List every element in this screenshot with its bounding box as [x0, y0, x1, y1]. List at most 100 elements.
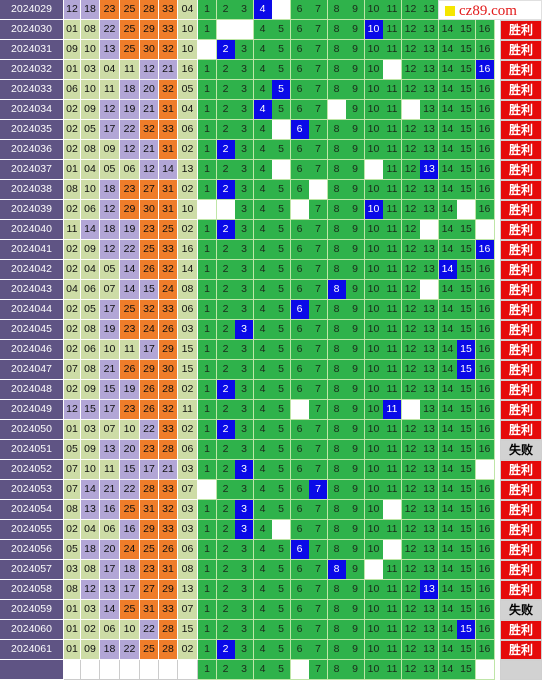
trend-number-cell	[475, 220, 495, 240]
trend-number-cell: 7	[309, 440, 328, 460]
blue-ball-cell: 02	[178, 140, 198, 160]
trend-number-cell: 2	[216, 320, 236, 340]
trend-number-cell: 9	[346, 580, 365, 600]
blue-ball-cell: 10	[178, 200, 198, 220]
table-row: 1 2 3 4 5 7 8 9 10 11 12 13 14 15	[0, 660, 542, 680]
trend-number-cell: 13	[420, 120, 439, 140]
issue-number: 2024041	[0, 240, 64, 260]
result-badge: 胜利	[500, 160, 542, 180]
red-ball-cell: 10	[81, 80, 100, 100]
trend-number-cell: 16	[475, 120, 495, 140]
red-ball-cell: 17	[100, 400, 120, 420]
table-row: 2024051 05 09 13 20 23 28 06 1 2 3 4 5 6 7 8 9 10 11 12 13 14…	[0, 440, 542, 460]
blue-ball-cell: 02	[178, 220, 198, 240]
trend-number-cell: 14	[438, 520, 458, 540]
red-ball-cell: 28	[140, 480, 159, 500]
trend-number-cell: 8	[327, 60, 347, 80]
trend-number-cell: 10	[364, 380, 384, 400]
trend-number-cell: 2	[216, 520, 236, 540]
red-ball-cell: 22	[120, 120, 140, 140]
red-ball-cell: 28	[159, 640, 178, 660]
issue-number: 2024033	[0, 80, 64, 100]
trend-number-cell: 4	[253, 600, 273, 620]
trend-number-cell: 14	[438, 340, 458, 360]
trend-number-cell: 16	[475, 400, 495, 420]
red-ball-cell: 20	[140, 80, 159, 100]
blue-ball-cell: 15	[178, 620, 198, 640]
trend-number-cell: 4	[253, 380, 273, 400]
trend-number-cell: 15	[457, 620, 476, 640]
trend-number-cell: 16	[475, 180, 495, 200]
trend-number-cell: 2	[216, 40, 236, 60]
red-ball-cell: 31	[140, 500, 159, 520]
trend-number-cell: 1	[198, 220, 217, 240]
result-badge: 胜利	[500, 640, 542, 660]
blue-ball-cell: 06	[178, 540, 198, 560]
trend-number-cell: 5	[272, 300, 291, 320]
trend-number-cell: 4	[253, 220, 273, 240]
trend-number-cell: 16	[475, 480, 495, 500]
trend-number-cell: 14	[438, 560, 458, 580]
table-row: 2024059 01 03 14 25 31 33 07 1 2 3 4 5 6 7 8 9 10 11 12 13 14…	[0, 600, 542, 620]
red-ball-cell: 01	[64, 420, 81, 440]
trend-number-cell: 7	[309, 40, 328, 60]
result-badge: 胜利	[500, 260, 542, 280]
red-ball-cell: 17	[120, 580, 140, 600]
red-ball-cell: 19	[100, 320, 120, 340]
trend-number-cell: 16	[475, 500, 495, 520]
trend-number-cell: 7	[309, 560, 328, 580]
red-ball-cell: 28	[159, 380, 178, 400]
issue-number: 2024037	[0, 160, 64, 180]
red-ball-cell: 02	[64, 120, 81, 140]
trend-number-cell: 3	[235, 300, 254, 320]
red-ball-cell: 02	[64, 200, 81, 220]
trend-number-cell: 16	[475, 620, 495, 640]
trend-number-cell: 10	[364, 600, 384, 620]
trend-number-cell: 11	[383, 360, 402, 380]
trend-number-cell: 5	[272, 380, 291, 400]
trend-number-cell: 12	[401, 480, 421, 500]
table-row: 2024060 01 02 06 10 22 28 15 1 2 3 4 5 6 7 8 9 10 11 12 13 14…	[0, 620, 542, 640]
trend-number-cell: 12	[401, 600, 421, 620]
trend-number-cell: 11	[383, 260, 402, 280]
trend-number-cell: 7	[309, 500, 328, 520]
red-ball-cell: 04	[64, 280, 81, 300]
red-ball-cell: 21	[140, 140, 159, 160]
red-ball-cell: 32	[140, 300, 159, 320]
blue-ball-cell: 02	[178, 180, 198, 200]
trend-number-cell: 15	[457, 600, 476, 620]
blue-ball-cell: 11	[178, 400, 198, 420]
red-ball-cell: 16	[100, 500, 120, 520]
table-row: 2024054 08 13 16 25 31 32 03 1 2 3 4 5 6 7 8 9 10 12 13 14 15…	[0, 500, 542, 520]
red-ball-cell: 19	[120, 380, 140, 400]
issue-number: 2024039	[0, 200, 64, 220]
trend-number-cell: 14	[438, 600, 458, 620]
red-ball-cell: 08	[64, 500, 81, 520]
trend-number-cell: 11	[383, 520, 402, 540]
trend-number-cell: 12	[401, 560, 421, 580]
trend-number-cell: 11	[383, 0, 402, 20]
trend-number-cell: 8	[327, 400, 347, 420]
trend-number-cell: 4	[253, 540, 273, 560]
trend-number-cell: 2	[216, 100, 236, 120]
red-ball-cell: 26	[140, 380, 159, 400]
trend-number-cell: 2	[216, 620, 236, 640]
trend-number-cell: 13	[420, 520, 439, 540]
trend-number-cell: 16	[475, 100, 495, 120]
table-row: 2024044 02 05 17 25 32 33 06 1 2 3 4 5 6 7 8 9 10 11 12 13 14…	[0, 300, 542, 320]
trend-number-cell: 6	[290, 520, 310, 540]
red-ball-cell: 32	[159, 500, 178, 520]
trend-number-cell: 9	[346, 180, 365, 200]
trend-number-cell: 9	[346, 540, 365, 560]
red-ball-cell: 25	[140, 640, 159, 660]
red-ball-cell: 02	[64, 240, 81, 260]
red-ball-cell: 26	[120, 360, 140, 380]
trend-number-cell: 15	[457, 160, 476, 180]
red-ball-cell: 25	[120, 40, 140, 60]
red-ball-cell: 22	[120, 640, 140, 660]
trend-number-cell: 4	[253, 180, 273, 200]
trend-number-cell: 2	[216, 500, 236, 520]
trend-number-cell: 14	[438, 540, 458, 560]
trend-number-cell: 12	[401, 280, 421, 300]
site-logo[interactable]: cz89.com	[438, 0, 542, 20]
